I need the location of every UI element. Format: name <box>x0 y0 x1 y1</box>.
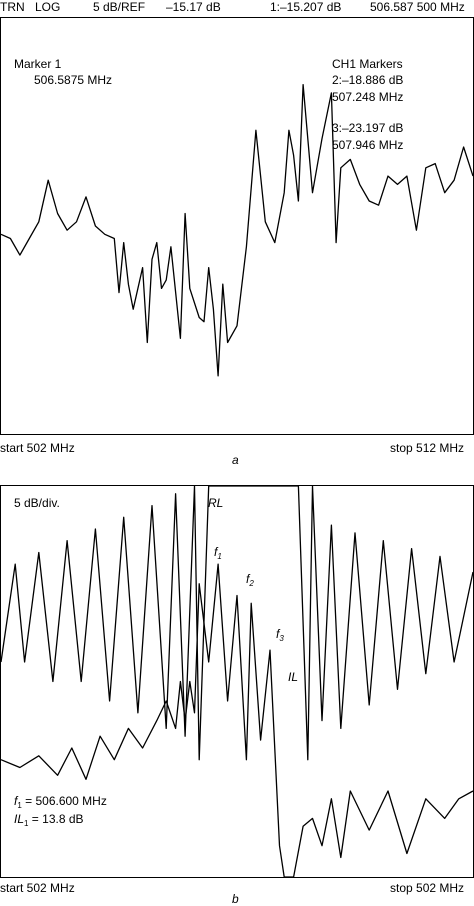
panel-b-label: b <box>232 892 239 906</box>
f2-letter: f <box>246 572 250 586</box>
header-ref-value: –15.17 dB <box>166 0 221 14</box>
ch1-marker3-freq: 507.946 MHz <box>332 138 404 152</box>
il1-subscript: 1 <box>24 819 29 828</box>
f2-subscript: 2 <box>249 579 254 588</box>
f3-subscript: 3 <box>279 634 284 643</box>
panel-b-rl-trace <box>0 485 474 761</box>
f1-value-letter: f <box>14 794 18 808</box>
panel-a-trace <box>0 83 474 377</box>
f3-letter: f <box>276 627 280 641</box>
header-marker-freq: 506.587 500 MHz <box>370 0 465 14</box>
f1-value-text: = 506.600 MHz <box>21 794 107 808</box>
f2-label: f2 <box>246 572 254 588</box>
header-ref: 5 dB/REF <box>93 0 146 14</box>
panel-b-start-label: start 502 MHz <box>0 881 75 895</box>
il1-text: = 13.8 dB <box>28 812 84 826</box>
il1-value: IL1 = 13.8 dB <box>14 812 84 828</box>
panel-b-il-trace <box>0 563 474 878</box>
header-marker-readout: 1:–15.207 dB <box>270 0 342 14</box>
rl-label: RL <box>208 496 224 510</box>
panel-b-stop-label: stop 502 MHz <box>390 881 465 895</box>
header-mode: TRN <box>0 0 25 14</box>
panel-a-start-label: start 502 MHz <box>0 441 75 455</box>
panel-b-scale-label: 5 dB/div. <box>14 496 60 510</box>
marker1-freq: 506.5875 MHz <box>34 73 113 87</box>
ch1-marker2-freq: 507.248 MHz <box>332 90 404 104</box>
marker1-title: Marker 1 <box>14 57 62 71</box>
f1-label: f1 <box>214 545 222 561</box>
il1-letter: IL <box>14 812 25 826</box>
header-scale-type: LOG <box>35 0 61 14</box>
f1-letter: f <box>214 545 218 559</box>
ch1-markers-title: CH1 Markers <box>332 57 403 71</box>
f1-value: f1 = 506.600 MHz <box>14 794 107 810</box>
panel-a-label: a <box>232 453 239 467</box>
ch1-marker3-value: 3:–23.197 dB <box>332 121 404 135</box>
f3-label: f3 <box>276 627 284 643</box>
il-label: IL <box>288 670 299 684</box>
f1-value-subscript: 1 <box>17 801 22 810</box>
panel-a-stop-label: stop 512 MHz <box>390 441 465 455</box>
ch1-marker2-value: 2:–18.886 dB <box>332 73 404 87</box>
f1-subscript: 1 <box>217 552 222 561</box>
